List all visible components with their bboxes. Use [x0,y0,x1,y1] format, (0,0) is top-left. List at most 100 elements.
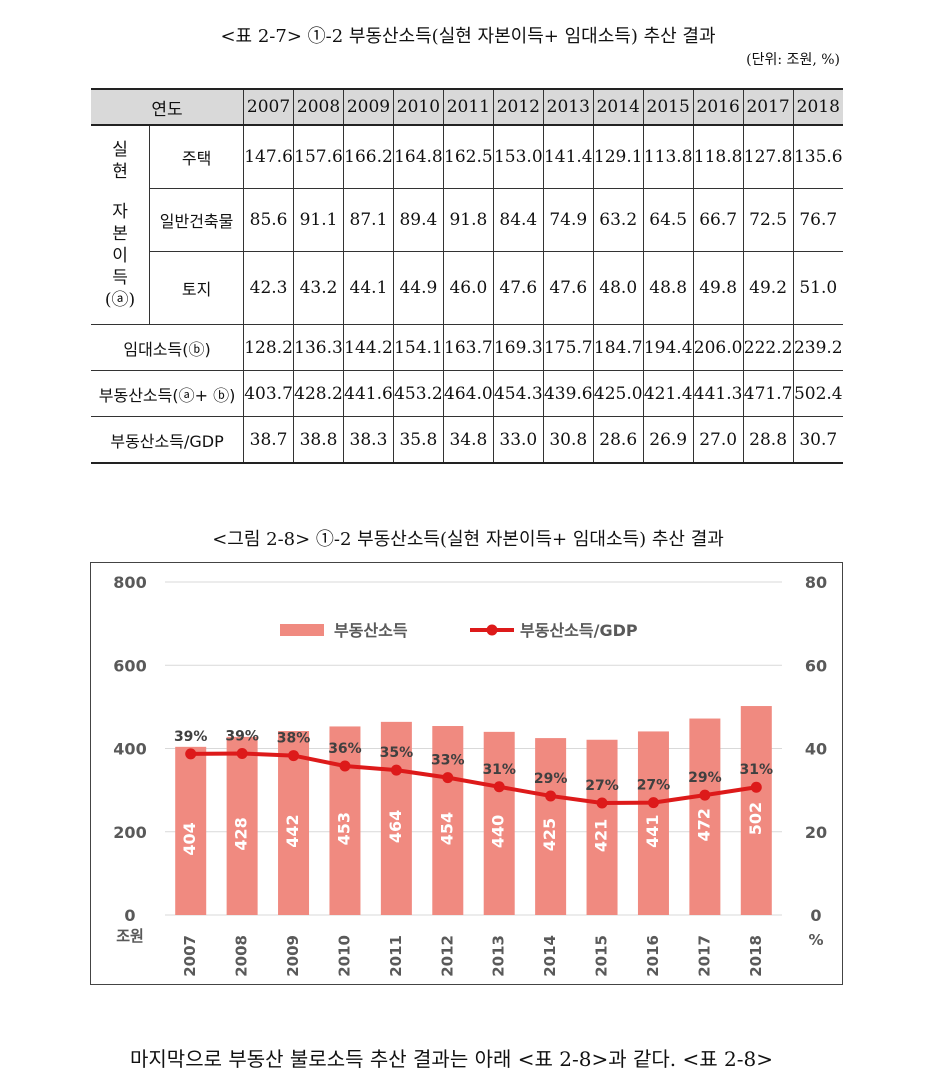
table-cell: 162.5 [442,124,494,189]
table-cell: 76.7 [792,188,843,252]
year-cell: 2012 [492,88,544,126]
line-label: 27% [637,778,671,794]
y-left-tick: 400 [113,740,146,759]
bar-label: 440 [489,815,508,848]
bar-label: 404 [180,822,199,855]
line-point [493,781,505,793]
y-left-tick: 200 [113,823,146,842]
x-tick: 2016 [644,935,662,977]
body-paragraph: 마지막으로 부동산 불로소득 추산 결과는 아래 <표 2-8>과 같다. <표… [130,1047,773,1071]
table-cell: 421.4 [642,370,694,417]
year-cell: 2016 [692,88,744,126]
table-cell: 42.3 [243,251,295,325]
table-cell: 72.5 [742,188,794,252]
table-cell: 502.4 [792,370,843,417]
table-cell: 454.3 [492,370,544,417]
bar [740,706,772,915]
capital-gain-group-label: 실 현 자 본 이 득 (ⓐ) [91,124,151,325]
table-cell: 441.3 [692,370,744,417]
table-cell: 206.0 [692,324,744,371]
y-left-tick: 800 [113,573,146,592]
table-cell: 163.7 [442,324,494,371]
table-cell: 157.6 [293,124,344,189]
table-cell: 85.6 [243,188,295,252]
row-label: 토지 [149,251,245,325]
table-cell: 47.6 [492,251,544,325]
table-cell: 49.2 [742,251,794,325]
table-cell: 87.1 [342,188,394,252]
legend-swatch-bars [280,624,324,636]
row-label: 부동산소득/GDP [91,416,245,464]
table-cell: 26.9 [642,416,694,464]
legend-label-line: 부동산소득/GDP [520,621,638,640]
table-cell: 44.9 [392,251,444,325]
bar-label: 502 [746,802,765,835]
line-point [339,760,351,772]
table-cell: 403.7 [243,370,295,417]
table-caption: <표 2-7> ①-2 부동산소득(실현 자본이득+ 임대소득) 추산 결과 [220,26,716,47]
table-cell: 38.8 [293,416,344,464]
table-cell: 27.0 [692,416,744,464]
table-cell: 46.0 [442,251,494,325]
table-row-total: 부동산소득(ⓐ+ ⓑ) 403.7 428.2 441.6 453.2 464.… [91,370,843,417]
line-label: 39% [225,728,259,744]
y-left-unit: 조원 [116,927,144,945]
line-label: 36% [328,741,362,757]
table-row-gdp-ratio: 부동산소득/GDP 38.7 38.8 38.3 35.8 34.8 33.0 … [91,416,843,464]
table-cell: 169.3 [492,324,544,371]
unit-note: (단위: 조원, %) [746,52,840,68]
bar-label: 421 [592,819,611,852]
table-cell: 63.2 [592,188,644,252]
x-tick: 2008 [233,935,251,977]
bar-label: 425 [540,818,559,851]
legend-marker-line [486,624,498,636]
line-point [185,748,197,760]
table-cell: 35.8 [392,416,444,464]
bar-label: 442 [283,814,302,847]
row-label: 임대소득(ⓑ) [91,324,245,371]
y-left-tick: 600 [113,656,146,675]
x-tick: 2017 [695,935,713,977]
line-point [596,797,608,809]
x-tick: 2018 [747,935,765,977]
table-cell: 175.7 [542,324,594,371]
table-cell: 33.0 [492,416,544,464]
table-cell: 66.7 [692,188,744,252]
table-cell: 48.0 [592,251,644,325]
line-label: 27% [585,778,619,794]
table-cell: 164.8 [392,124,444,189]
bar-label: 428 [232,817,251,850]
table-cell: 51.0 [792,251,843,325]
table-row-house: 실 현 자 본 이 득 (ⓐ) 주택 147.6 157.6 166.2 164… [91,124,843,325]
line-label: 33% [431,753,465,769]
year-cell: 2014 [592,88,644,126]
bar-label: 441 [643,815,662,848]
line-point [390,764,402,776]
line-label: 31% [482,762,516,778]
legend-label-bars: 부동산소득 [334,621,408,640]
bar [586,739,618,915]
table-cell: 166.2 [342,124,394,189]
year-cell: 2007 [243,88,295,126]
table-cell: 128.2 [243,324,295,371]
table-cell: 44.1 [342,251,394,325]
line-point [699,789,711,801]
table-cell: 147.6 [243,124,295,189]
bar [432,726,464,915]
table-cell: 47.6 [542,251,594,325]
table-cell: 239.2 [792,324,843,371]
table-cell: 91.1 [293,188,344,252]
table-cell: 144.2 [342,324,394,371]
bar-label: 464 [386,810,405,843]
table-cell: 34.8 [442,416,494,464]
x-tick: 2014 [541,935,559,977]
year-cell: 2008 [293,88,344,126]
gdp-line [190,751,757,806]
bar [329,726,361,915]
table-cell: 194.4 [642,324,694,371]
table-cell: 441.6 [342,370,394,417]
table-cell: 43.2 [293,251,344,325]
row-label: 부동산소득(ⓐ+ ⓑ) [91,370,245,417]
y-right-unit: % [808,931,823,949]
y-right-tick: 40 [805,740,827,759]
